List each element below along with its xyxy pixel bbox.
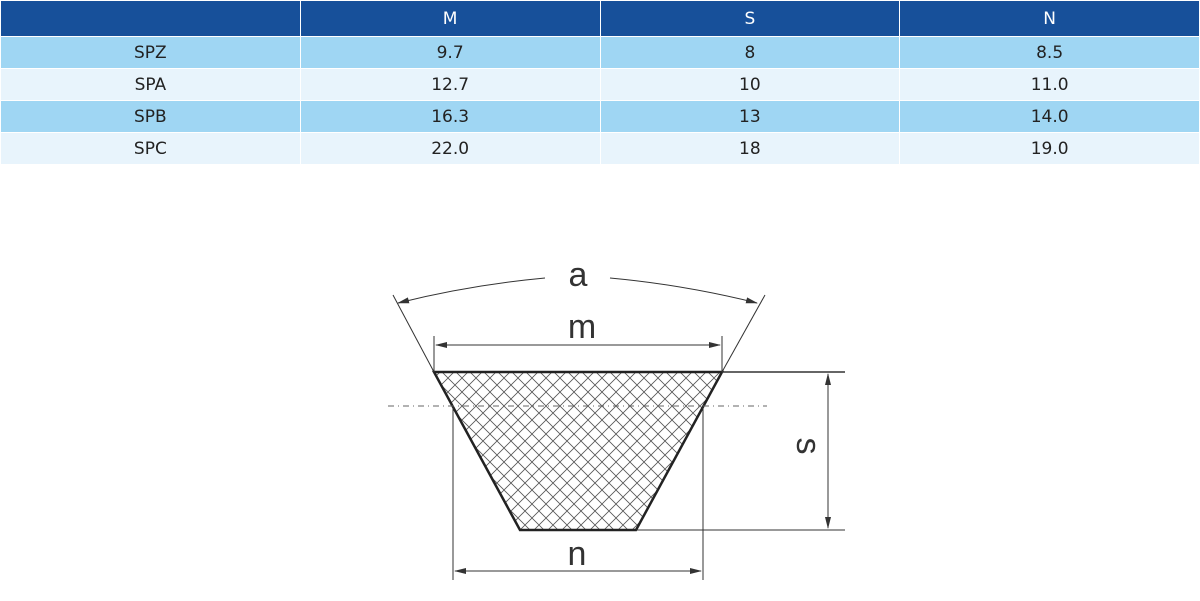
table-row: SPC 22.0 18 19.0 — [0, 132, 1200, 165]
belt-dimension-table: M S N SPZ 9.7 8 8.5 SPA 12.7 10 11.0 SPB 16.3 13… — [0, 0, 1200, 165]
label-n: n — [568, 535, 587, 573]
table-row: SPZ 9.7 8 8.5 — [0, 36, 1200, 69]
cell: 19.0 — [899, 132, 1200, 165]
belt-profile — [431, 370, 725, 532]
table-row: SPB 16.3 13 14.0 — [0, 100, 1200, 133]
table-row: SPA 12.7 10 11.0 — [0, 68, 1200, 101]
cell: 18 — [599, 132, 901, 165]
label-s: s — [789, 438, 827, 455]
cell: 8.5 — [899, 36, 1200, 69]
cell: 10 — [599, 68, 901, 101]
cell: 13 — [599, 100, 901, 133]
angle-arc-left — [397, 277, 546, 304]
header-cell-type — [0, 0, 301, 37]
cell: SPB — [0, 100, 301, 133]
header-cell-s: S — [599, 0, 901, 37]
cell: 9.7 — [299, 36, 601, 69]
label-m: m — [568, 308, 596, 346]
cell: 11.0 — [899, 68, 1200, 101]
cell: SPC — [0, 132, 301, 165]
cell: 22.0 — [299, 132, 601, 165]
cell: 12.7 — [299, 68, 601, 101]
table-header-row: M S N — [0, 0, 1200, 37]
label-a: a — [569, 256, 588, 294]
angle-line-right — [721, 294, 766, 373]
cell: 14.0 — [899, 100, 1200, 133]
cell: 8 — [599, 36, 901, 69]
cell: SPA — [0, 68, 301, 101]
angle-arc-right — [609, 277, 758, 304]
cell: SPZ — [0, 36, 301, 69]
header-cell-n: N — [899, 0, 1200, 37]
cell: 16.3 — [299, 100, 601, 133]
angle-line-left — [392, 294, 435, 373]
